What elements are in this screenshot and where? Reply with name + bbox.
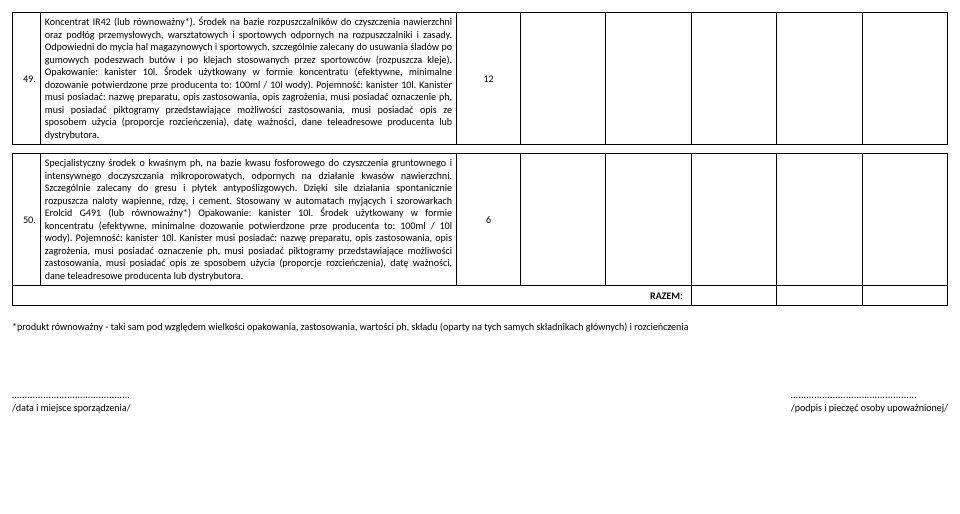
total-blank-1 xyxy=(691,286,776,306)
total-row: RAZEM: xyxy=(13,286,948,306)
row-quantity: 12 xyxy=(457,13,521,145)
items-table: 49. Koncentrat IR42 (lub równoważny*). Ś… xyxy=(12,12,948,145)
total-blank-3 xyxy=(862,286,947,306)
signature-right: ………………………………………… /podpis i pieczęć osoby… xyxy=(791,388,948,414)
row-quantity: 6 xyxy=(457,154,521,286)
row-blank-3 xyxy=(691,154,776,286)
signature-area: ……………………………………… /data i miejsce sporządz… xyxy=(12,388,948,414)
signature-right-label: /podpis i pieczęć osoby upoważnionej/ xyxy=(791,401,948,414)
signature-left: ……………………………………… /data i miejsce sporządz… xyxy=(12,388,131,414)
table-row: 50. Specjalistyczny środek o kwaśnym ph,… xyxy=(13,154,948,286)
row-number: 49. xyxy=(13,13,41,145)
items-table-2: 50. Specjalistyczny środek o kwaśnym ph,… xyxy=(12,153,948,306)
signature-left-dots: ……………………………………… xyxy=(12,388,131,401)
row-description: Specjalistyczny środek o kwaśnym ph, na … xyxy=(40,154,456,286)
signature-left-label: /data i miejsce sporządzenia/ xyxy=(12,401,131,414)
row-blank-5 xyxy=(862,13,947,145)
total-blank-2 xyxy=(777,286,862,306)
row-description: Koncentrat IR42 (lub równoważny*). Środe… xyxy=(40,13,456,145)
row-blank-3 xyxy=(691,13,776,145)
row-blank-1 xyxy=(521,154,606,286)
row-blank-2 xyxy=(606,13,691,145)
row-blank-4 xyxy=(777,13,862,145)
row-blank-2 xyxy=(606,154,691,286)
total-label: RAZEM: xyxy=(13,286,692,306)
row-number: 50. xyxy=(13,154,41,286)
footnote-text: *produkt równoważny - taki sam pod wzglę… xyxy=(12,320,948,333)
row-blank-4 xyxy=(777,154,862,286)
table-row: 49. Koncentrat IR42 (lub równoważny*). Ś… xyxy=(13,13,948,145)
row-blank-1 xyxy=(521,13,606,145)
signature-right-dots: ………………………………………… xyxy=(791,388,948,401)
row-blank-5 xyxy=(862,154,947,286)
